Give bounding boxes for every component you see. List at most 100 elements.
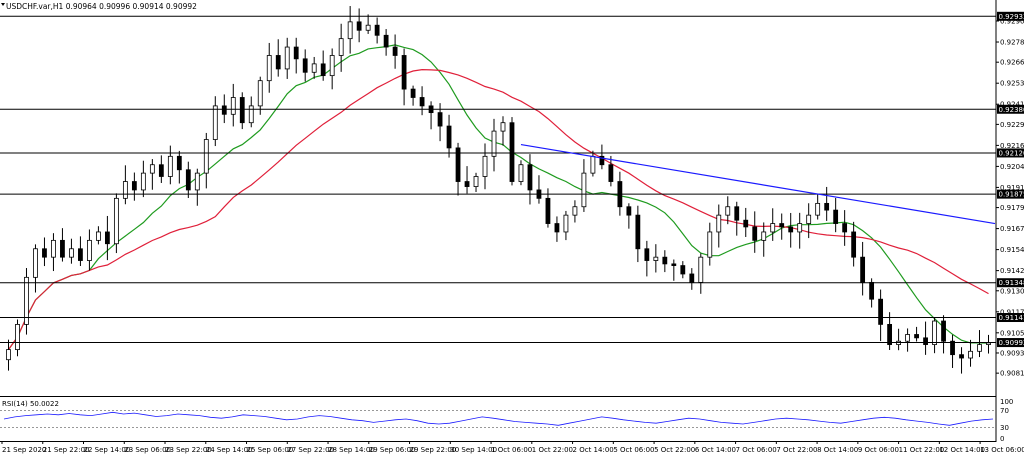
candle-body — [573, 207, 577, 215]
candle-body — [834, 210, 838, 223]
x-tick-label: 25 Sep 06:00 — [247, 446, 294, 454]
candle-body — [42, 249, 46, 257]
candle-body — [366, 25, 370, 30]
x-tick-label: 7 Oct 22:00 — [776, 446, 817, 454]
candle-body — [564, 215, 568, 232]
candle-body — [96, 232, 100, 240]
candle-body — [960, 355, 964, 358]
candle-body — [339, 39, 343, 56]
candle-body — [6, 350, 10, 360]
candle-body — [33, 249, 37, 278]
x-tick-label: 22 Sep 14:00 — [84, 446, 131, 454]
y-tick-label: 0.91545 — [1000, 246, 1024, 254]
candle-body — [681, 266, 685, 274]
rsi-label: RSI(14) 50.0022 — [2, 400, 59, 408]
candle-body — [393, 47, 397, 55]
candle-body — [735, 207, 739, 220]
level-badge-label: 0.90992 — [999, 339, 1024, 347]
candle-body — [348, 22, 352, 39]
x-tick-label: 6 Oct 14:00 — [695, 446, 736, 454]
x-tick-label: 2 Oct 14:00 — [573, 446, 614, 454]
candle-body — [150, 165, 154, 173]
candle-body — [186, 170, 190, 190]
candle-body — [15, 324, 19, 349]
x-tick-label: 1 Oct 06:00 — [491, 446, 532, 454]
x-tick-label: 13 Oct 06:00 — [980, 446, 1024, 454]
candle-body — [501, 123, 505, 131]
x-tick-label: 12 Oct 14:00 — [939, 446, 985, 454]
candle-body — [789, 227, 793, 232]
x-tick-label: 11 Oct 22:00 — [899, 446, 945, 454]
candle-body — [303, 59, 307, 72]
y-tick-label: 0.92535 — [1000, 80, 1024, 88]
candle-body — [609, 165, 613, 182]
candle-body — [375, 25, 379, 35]
candle-body — [708, 232, 712, 257]
candle-body — [942, 321, 946, 341]
candle-body — [663, 257, 667, 264]
candle-body — [60, 240, 64, 257]
x-tick-label: 8 Oct 14:00 — [817, 446, 858, 454]
x-tick-label: 23 Sep 06:00 — [124, 446, 171, 454]
candle-body — [177, 156, 181, 169]
candle-body — [420, 97, 424, 105]
candle-body — [915, 334, 919, 337]
candle-body — [924, 338, 928, 345]
candle-body — [726, 207, 730, 215]
candle-body — [825, 203, 829, 210]
candle-body — [438, 113, 442, 126]
x-tick-label: 23 Sep 22:00 — [165, 446, 212, 454]
candle-body — [483, 156, 487, 176]
y-tick-label: 0.92905 — [1000, 18, 1024, 26]
candle-body — [591, 156, 595, 173]
y-tick-label: 0.90810 — [1000, 370, 1024, 378]
candle-body — [780, 224, 784, 227]
x-tick-label: 29 Sep 22:00 — [410, 446, 457, 454]
candle-body — [249, 106, 253, 123]
candle-body — [285, 47, 289, 69]
x-tick-label: 21 Sep 22:00 — [43, 446, 90, 454]
candle-body — [528, 165, 532, 190]
candle-body — [969, 351, 973, 358]
candle-body — [744, 220, 748, 227]
candle-body — [762, 232, 766, 240]
candle-body — [510, 123, 514, 182]
y-tick-label: 0.92165 — [1000, 142, 1024, 150]
candle-body — [690, 274, 694, 282]
x-tick-label: 9 Oct 06:00 — [858, 446, 899, 454]
level-badge-label: 0.91348 — [999, 279, 1024, 287]
candle-body — [672, 264, 676, 266]
x-tick-label: 27 Sep 22:00 — [287, 446, 334, 454]
symbol-header: USDCHF.var,H1 0.90964 0.90996 0.90914 0.… — [6, 2, 197, 11]
rsi-level-label: 100 — [1000, 398, 1013, 406]
candle-body — [636, 215, 640, 249]
candle-body — [465, 182, 469, 187]
candle-body — [213, 106, 217, 140]
candle-body — [546, 198, 550, 223]
candle-body — [168, 156, 172, 176]
candle-body — [267, 55, 271, 80]
candle-body — [807, 215, 811, 223]
y-tick-label: 0.91795 — [1000, 204, 1024, 212]
candle-body — [861, 257, 865, 282]
x-tick-label: 28 Sep 14:00 — [328, 446, 375, 454]
candle-body — [222, 106, 226, 114]
candle-body — [51, 240, 55, 257]
candle-body — [402, 55, 406, 89]
y-tick-label: 0.91915 — [1000, 184, 1024, 192]
candle-body — [240, 97, 244, 122]
candle-body — [276, 55, 280, 68]
candle-body — [717, 215, 721, 232]
candle-body — [627, 207, 631, 215]
candle-body — [123, 182, 127, 199]
